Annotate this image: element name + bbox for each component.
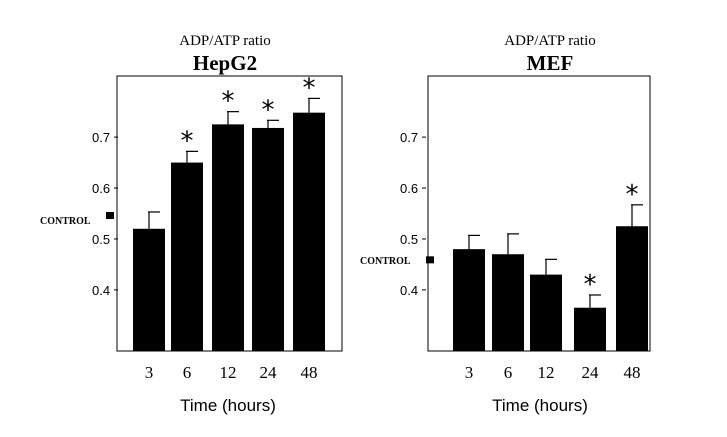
hepg2-x-tick-3: 3: [145, 363, 154, 382]
mef-bar-48: [616, 226, 648, 351]
mef-chart: ADP/ATP ratio MEF ** 0.40.50.60.7 3 6 12 24…: [360, 33, 651, 415]
mef-title: MEF: [527, 51, 574, 75]
mef-y-tick-0.4: 0.4: [400, 283, 418, 298]
mef-x-tick-3: 3: [465, 363, 474, 382]
hepg2-bar-3: [133, 228, 165, 351]
hepg2-chart: ADP/ATP ratio HepG2 * * * * 0.4 0.5 0.6 0.7 3 6…: [40, 33, 343, 415]
hepg2-title: HepG2: [193, 51, 257, 75]
hepg2-significance-48: *: [303, 73, 316, 103]
hepg2-x-tick-6: 6: [183, 363, 192, 382]
mef-bar-12: [530, 274, 562, 351]
hepg2-bar-24: [252, 127, 284, 351]
hepg2-control-marker: [106, 212, 114, 220]
mef-y-tick-0.5: 0.5: [400, 232, 418, 247]
mef-subtitle: ADP/ATP ratio: [504, 33, 596, 49]
mef-bar-24: [574, 307, 606, 351]
mef-x-label: Time (hours): [492, 396, 588, 415]
hepg2-x-tick-12: 12: [220, 363, 237, 382]
mef-x-tick-6: 6: [504, 363, 513, 382]
mef-x-tick-24: 24: [582, 363, 600, 382]
hepg2-significance-6: *: [181, 126, 194, 156]
mef-significance-24: *: [584, 270, 597, 300]
hepg2-bars: * * * *: [133, 73, 325, 352]
hepg2-bar-12: [212, 124, 244, 351]
hepg2-y-tick-0.4: 0.4: [92, 283, 110, 298]
hepg2-subtitle: ADP/ATP ratio: [179, 33, 271, 49]
hepg2-y-tick-0.6: 0.6: [92, 181, 110, 196]
mef-x-axis: 3 6 12 24 48: [465, 363, 641, 382]
mef-control-marker: [426, 256, 434, 264]
mef-bar-6: [492, 254, 524, 351]
mef-bars: **: [453, 180, 648, 351]
mef-x-tick-12: 12: [538, 363, 555, 382]
hepg2-x-tick-48: 48: [301, 363, 318, 382]
hepg2-significance-12: *: [222, 87, 235, 117]
hepg2-y-tick-0.5: 0.5: [92, 232, 110, 247]
hepg2-x-axis: 3 6 12 24 48: [145, 363, 318, 382]
hepg2-x-label: Time (hours): [180, 396, 276, 415]
mef-y-axis: 0.4 0.5 0.6 0.7: [400, 130, 426, 298]
hepg2-bar-6: [171, 162, 203, 351]
hepg2-y-tick-0.7: 0.7: [92, 130, 110, 145]
mef-y-tick-0.6: 0.6: [400, 181, 418, 196]
mef-significance-48: *: [626, 180, 639, 210]
hepg2-y-axis: 0.4 0.5 0.6 0.7: [92, 130, 118, 298]
mef-bar-3: [453, 249, 485, 351]
mef-control-label: CONTROL: [360, 256, 411, 267]
mef-x-tick-48: 48: [624, 363, 641, 382]
hepg2-control-label: CONTROL: [40, 216, 91, 227]
mef-y-tick-0.7: 0.7: [400, 130, 418, 145]
hepg2-x-tick-24: 24: [260, 363, 278, 382]
hepg2-bar-48: [293, 112, 325, 352]
hepg2-significance-24: *: [262, 95, 275, 125]
